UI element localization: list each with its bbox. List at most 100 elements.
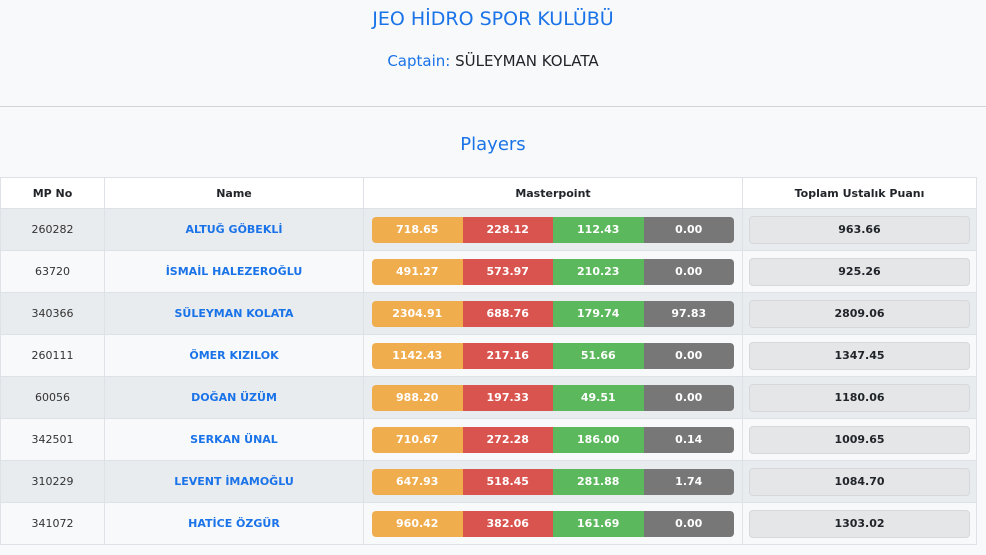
total-cell: 963.66 [742,208,977,251]
masterpoint-segment-green: 112.43 [553,216,644,243]
column-header-total[interactable]: Toplam Ustalık Puanı [742,177,977,209]
masterpoint-segment-orange: 718.65 [372,216,463,243]
player-name-cell: DOĞAN ÜZÜM [104,376,364,419]
masterpoint-segment-green: 281.88 [553,468,644,495]
masterpoint-segment-green: 161.69 [553,510,644,537]
player-name-cell: SERKAN ÜNAL [104,418,364,461]
masterpoint-segment-gray: 0.00 [643,342,734,369]
masterpoint-cell: 718.65 228.12 112.43 0.00 [363,208,743,251]
masterpoint-segment-gray: 0.00 [643,510,734,537]
column-header-name[interactable]: Name [104,177,364,209]
masterpoint-segment-green: 179.74 [553,300,644,327]
player-name-link[interactable]: HATİCE ÖZGÜR [188,517,280,530]
column-header-masterpoint[interactable]: Masterpoint [363,177,743,209]
player-name-link[interactable]: LEVENT İMAMOĞLU [174,475,294,488]
masterpoint-segment-red: 688.76 [462,300,553,327]
table-row: 260282 ALTUĞ GÖBEKLİ 718.65 228.12 112.43 0.0… [0,208,977,251]
players-section-title: Players [460,134,526,155]
player-name-cell: SÜLEYMAN KOLATA [104,292,364,335]
mp-no-cell: 60056 [0,376,105,419]
table-row: 340366 SÜLEYMAN KOLATA 2304.91 688.76 179.74… [0,292,977,335]
mp-no-cell: 340366 [0,292,105,335]
total-cell: 2809.06 [742,292,977,335]
total-points-badge: 1180.06 [749,383,970,412]
total-points-badge: 1347.45 [749,341,970,370]
player-name-link[interactable]: İSMAİL HALEZEROĞLU [165,265,303,278]
masterpoint-segment-orange: 1142.43 [372,342,463,369]
table-row: 342501 SERKAN ÜNAL 710.67 272.28 186.00 0.14 1… [0,418,977,461]
masterpoint-cell: 1142.43 217.16 51.66 0.00 [363,334,743,377]
mp-no-cell: 63720 [0,250,105,293]
captain-name: SÜLEYMAN KOLATA [455,52,599,70]
masterpoint-segment-orange: 2304.91 [372,300,463,327]
table-row: 310229 LEVENT İMAMOĞLU 647.93 518.45 281.88 1… [0,460,977,503]
player-name-cell: İSMAİL HALEZEROĞLU [104,250,364,293]
players-table: MP No Name Masterpoint Toplam Ustalık Pu… [0,177,977,545]
masterpoint-cell: 960.42 382.06 161.69 0.00 [363,502,743,545]
masterpoint-segment-red: 228.12 [462,216,553,243]
masterpoint-segment-green: 51.66 [553,342,644,369]
masterpoint-segment-red: 217.16 [462,342,553,369]
masterpoint-segment-orange: 647.93 [372,468,463,495]
total-points-badge: 1303.02 [749,509,970,538]
captain-line: Captain: SÜLEYMAN KOLATA [0,52,986,70]
masterpoint-segment-orange: 710.67 [372,426,463,453]
player-name-link[interactable]: ÖMER KIZILOK [189,349,279,362]
total-cell: 1303.02 [742,502,977,545]
masterpoint-segment-orange: 960.42 [372,510,463,537]
total-cell: 1009.65 [742,418,977,461]
masterpoint-segment-orange: 491.27 [372,258,463,285]
masterpoint-segment-orange: 988.20 [372,384,463,411]
captain-label: Captain: [387,52,451,70]
table-row: 260111 ÖMER KIZILOK 1142.43 217.16 51.66 0.00… [0,334,977,377]
player-name-link[interactable]: SÜLEYMAN KOLATA [174,307,294,320]
player-name-cell: ÖMER KIZILOK [104,334,364,377]
masterpoint-cell: 988.20 197.33 49.51 0.00 [363,376,743,419]
masterpoint-cell: 647.93 518.45 281.88 1.74 [363,460,743,503]
player-name-link[interactable]: ALTUĞ GÖBEKLİ [185,223,283,236]
player-name-cell: ALTUĞ GÖBEKLİ [104,208,364,251]
mp-no-cell: 260282 [0,208,105,251]
masterpoint-bar: 710.67 272.28 186.00 0.14 [372,426,734,453]
masterpoint-bar: 988.20 197.33 49.51 0.00 [372,384,734,411]
masterpoint-segment-gray: 0.14 [643,426,734,453]
mp-no-cell: 342501 [0,418,105,461]
mp-no-cell: 341072 [0,502,105,545]
masterpoint-segment-gray: 1.74 [643,468,734,495]
masterpoint-bar: 1142.43 217.16 51.66 0.00 [372,342,734,369]
masterpoint-segment-gray: 0.00 [643,258,734,285]
masterpoint-segment-red: 197.33 [462,384,553,411]
total-cell: 1084.70 [742,460,977,503]
total-points-badge: 1009.65 [749,425,970,454]
masterpoint-segment-green: 49.51 [553,384,644,411]
masterpoint-bar: 960.42 382.06 161.69 0.00 [372,510,734,537]
masterpoint-segment-green: 210.23 [553,258,644,285]
masterpoint-segment-red: 272.28 [462,426,553,453]
mp-no-cell: 260111 [0,334,105,377]
masterpoint-cell: 2304.91 688.76 179.74 97.83 [363,292,743,335]
total-points-badge: 2809.06 [749,299,970,328]
total-points-badge: 925.26 [749,257,970,286]
masterpoint-bar: 647.93 518.45 281.88 1.74 [372,468,734,495]
masterpoint-segment-gray: 0.00 [643,384,734,411]
table-row: 63720 İSMAİL HALEZEROĞLU 491.27 573.97 210.2… [0,250,977,293]
masterpoint-bar: 718.65 228.12 112.43 0.00 [372,216,734,243]
column-header-mp-no[interactable]: MP No [0,177,105,209]
player-name-cell: HATİCE ÖZGÜR [104,502,364,545]
masterpoint-segment-gray: 0.00 [643,216,734,243]
table-row: 60056 DOĞAN ÜZÜM 988.20 197.33 49.51 0.00 1180… [0,376,977,419]
team-header: JEO HİDRO SPOR KULÜBÜ Captain: SÜLEYMAN … [0,0,986,107]
masterpoint-segment-red: 518.45 [462,468,553,495]
player-name-link[interactable]: SERKAN ÜNAL [190,433,278,446]
total-cell: 1347.45 [742,334,977,377]
mp-no-cell: 310229 [0,460,105,503]
club-title: JEO HİDRO SPOR KULÜBÜ [372,8,614,30]
masterpoint-segment-green: 186.00 [553,426,644,453]
masterpoint-cell: 710.67 272.28 186.00 0.14 [363,418,743,461]
total-cell: 1180.06 [742,376,977,419]
player-name-link[interactable]: DOĞAN ÜZÜM [191,391,277,404]
masterpoint-cell: 491.27 573.97 210.23 0.00 [363,250,743,293]
total-points-badge: 963.66 [749,215,970,244]
table-header-row: MP No Name Masterpoint Toplam Ustalık Pu… [0,177,977,209]
total-cell: 925.26 [742,250,977,293]
